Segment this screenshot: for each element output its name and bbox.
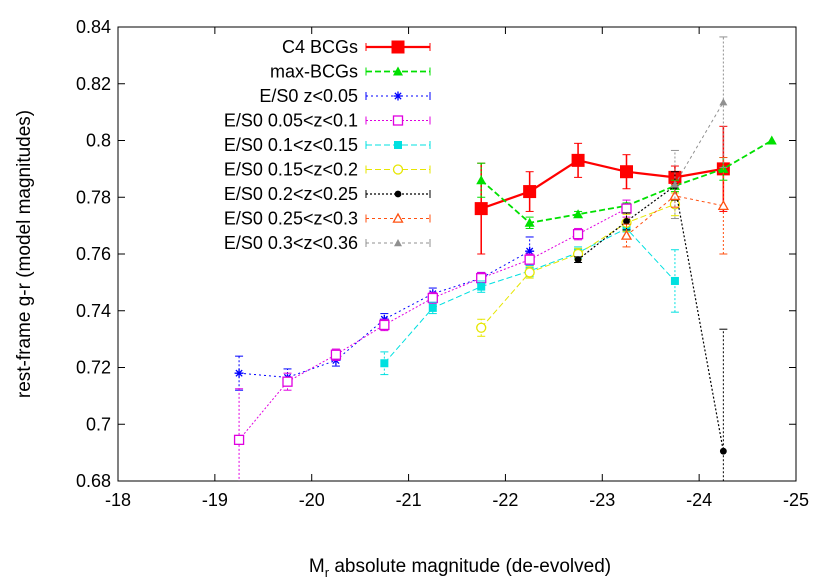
data-point (379, 319, 390, 331)
data-point (571, 153, 585, 167)
legend-marker (393, 91, 403, 101)
legend-marker (392, 164, 404, 175)
series-line (238, 208, 627, 441)
data-point (623, 217, 630, 225)
x-tick-label: -21 (396, 490, 422, 510)
legend-label: E/S0 0.15<z<0.2 (224, 160, 358, 180)
x-axis-label: Mr absolute magnitude (de-evolved) (309, 556, 611, 580)
data-point (477, 282, 486, 291)
data-point (572, 228, 584, 240)
y-tick-label: 0.72 (76, 358, 111, 378)
y-axis-label: rest-frame g-r (model magnitudes) (14, 110, 35, 398)
legend-marker (392, 115, 404, 126)
x-tick-label: -24 (686, 490, 712, 510)
x-tick-label: -25 (783, 490, 809, 510)
data-point (620, 229, 633, 240)
legend-marker (394, 239, 402, 247)
data-point (476, 322, 487, 333)
data-point (670, 276, 679, 285)
legend-marker (391, 40, 405, 54)
data-point (476, 175, 487, 185)
data-point (719, 447, 727, 455)
legend-label: E/S0 z<0.05 (259, 86, 358, 106)
axes: -18 -19 -20 -21 -22 -23 -24 -25 0.68 0.7 0.72 0.74 0… (76, 17, 809, 510)
data-point (669, 189, 681, 201)
legend-label: C4 BCGs (282, 37, 358, 57)
series-layer (233, 36, 777, 481)
y-tick-label: 0.82 (76, 74, 111, 94)
data-point (573, 209, 584, 219)
y-tick-label: 0.68 (76, 471, 111, 491)
legend-label: E/S0 0.2<z<0.25 (224, 184, 358, 204)
series-6 (574, 171, 728, 481)
legend-label: E/S0 0.1<z<0.15 (224, 135, 358, 155)
series-8 (670, 36, 728, 220)
data-point (234, 368, 244, 378)
data-point (523, 185, 537, 199)
series-line (577, 184, 724, 452)
legend-label: E/S0 0.05<z<0.1 (224, 111, 358, 131)
series-line (480, 159, 724, 210)
data-point (474, 202, 488, 216)
x-tick-label: -18 (105, 490, 131, 510)
series-0 (474, 125, 730, 255)
data-point (380, 359, 389, 368)
y-tick-label: 0.7 (86, 414, 111, 434)
y-tick-label: 0.76 (76, 244, 111, 264)
y-tick-label: 0.78 (76, 187, 111, 207)
legend-marker (394, 190, 402, 198)
series-line (674, 101, 724, 185)
data-point (621, 203, 632, 214)
data-point (282, 376, 293, 387)
legend-label: E/S0 0.25<z<0.3 (224, 209, 358, 229)
legend-marker (394, 141, 402, 149)
legend-label: max-BCGs (270, 62, 358, 82)
legend: C4 BCGs max-BCGs E/S0 z<0.05 E/S0 0.05<z<0.… (224, 37, 431, 253)
data-point (524, 254, 535, 265)
x-tick-label: -20 (299, 490, 325, 510)
y-tick-label: 0.84 (76, 17, 111, 37)
data-point (670, 180, 679, 188)
data-point (766, 135, 777, 145)
legend-marker (393, 66, 403, 76)
data-point (717, 199, 729, 211)
series-4 (380, 219, 679, 376)
data-point (574, 256, 582, 264)
data-point (525, 246, 535, 256)
x-tick-label: -22 (492, 490, 518, 510)
x-tick-label: -23 (589, 490, 615, 510)
data-point (330, 349, 342, 360)
y-tick-label: 0.8 (86, 131, 111, 151)
data-point (719, 98, 728, 106)
data-point (428, 303, 437, 312)
data-point (427, 292, 438, 304)
series-line (480, 203, 676, 329)
legend-marker (392, 212, 404, 223)
y-tick-label: 0.74 (76, 301, 111, 321)
data-point (233, 434, 245, 446)
series-7 (620, 157, 729, 255)
x-tick-label: -19 (202, 490, 228, 510)
legend-label: E/S0 0.3<z<0.36 (224, 233, 358, 253)
series-3 (233, 199, 632, 481)
data-point (524, 267, 535, 278)
data-point (524, 217, 535, 227)
data-point (620, 165, 633, 179)
plot-frame (117, 26, 797, 482)
